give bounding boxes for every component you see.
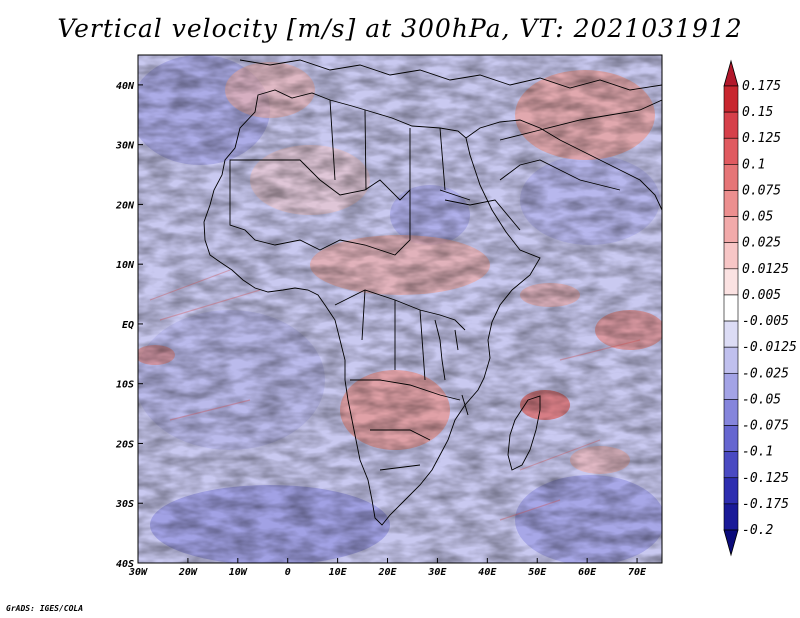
colorbar-swatch <box>723 294 739 322</box>
plot-frame <box>137 54 663 564</box>
colorbar-swatch <box>723 216 739 244</box>
colorbar-label: 0.15 <box>742 105 773 120</box>
x-tick-label: 30E <box>427 567 447 578</box>
y-tick-label: 10S <box>116 380 134 391</box>
colorbar-swatch <box>723 268 739 296</box>
x-tick-label: 20E <box>377 567 397 578</box>
colorbar-swatch <box>723 190 739 217</box>
colorbar-swatch <box>723 320 739 348</box>
colorbar-bottom-arrow <box>723 529 739 557</box>
x-tick-label: 70E <box>628 567 647 578</box>
x-tick-label: 60E <box>578 567 597 578</box>
colorbar-label: 0.1 <box>742 157 765 172</box>
colorbar-label: -0.075 <box>742 419 789 434</box>
coastlines <box>203 59 662 526</box>
x-tick-label: 40E <box>478 567 497 578</box>
y-axis: 40S 30S 20S 10S EQ 10N 20N 30N 40N <box>115 81 143 570</box>
colorbar-label: 0.025 <box>742 236 781 251</box>
colorbar-swatch <box>723 372 739 400</box>
x-axis: 30W 20W 10W 0 10E 20E 30E 40E 50E 60E 70E <box>128 558 647 578</box>
colorbar-top-arrow <box>723 59 739 87</box>
y-tick-label: 10N <box>116 260 135 271</box>
y-tick-label: 30N <box>115 141 135 152</box>
colorbar-swatch <box>723 242 739 270</box>
y-tick-label: 30S <box>115 499 134 510</box>
colorbar-label: -0.2 <box>742 523 773 538</box>
colorbar-label: -0.005 <box>742 314 789 329</box>
colorbar-swatch <box>723 451 739 479</box>
x-tick-label: 10E <box>329 567 348 578</box>
x-tick-label: 20W <box>178 567 198 578</box>
colorbar-label: 0.075 <box>742 183 781 198</box>
colorbar-label: 0.005 <box>742 288 781 303</box>
colorbar-label: -0.175 <box>742 497 789 512</box>
colorbar-label: -0.125 <box>742 471 789 486</box>
colorbar-label: 0.05 <box>742 210 773 225</box>
colorbar: 0.175 0.15 0.125 0.1 0.075 0.05 0.025 0.0125 0.0… <box>723 59 797 557</box>
colorbar-swatch <box>723 111 739 139</box>
colorbar-label: 0.175 <box>742 79 781 94</box>
x-tick-label: 30W <box>128 567 148 578</box>
colorbar-swatch <box>723 164 739 191</box>
colorbar-swatch <box>723 399 739 426</box>
velocity-field <box>138 55 662 563</box>
y-tick-label: EQ <box>122 320 134 331</box>
x-tick-label: 10W <box>229 567 248 578</box>
colorbar-swatch <box>723 503 739 531</box>
colorbar-label: -0.025 <box>742 366 789 381</box>
colorbar-swatch <box>723 137 739 165</box>
colorbar-label: -0.0125 <box>742 340 797 355</box>
y-tick-label: 20S <box>115 439 134 450</box>
colorbar-swatch <box>723 85 739 113</box>
colorbar-swatch <box>723 425 739 452</box>
colorbar-label: 0.125 <box>742 131 781 146</box>
colorbar-label: -0.1 <box>742 445 773 460</box>
colorbar-label: -0.05 <box>742 392 781 407</box>
colorbar-swatch <box>723 477 739 505</box>
colorbar-swatch <box>723 346 739 374</box>
y-tick-label: 20N <box>115 200 135 211</box>
x-tick-label: 0 <box>285 567 291 578</box>
y-tick-label: 40N <box>116 81 135 92</box>
y-tick-label: 40S <box>116 559 134 570</box>
colorbar-label: 0.0125 <box>742 262 789 277</box>
x-tick-label: 50E <box>528 567 547 578</box>
grads-credit: GrADS: IGES/COLA <box>6 604 84 613</box>
chart-title: Vertical velocity [m/s] at 300hPa, VT: 2… <box>57 14 743 43</box>
